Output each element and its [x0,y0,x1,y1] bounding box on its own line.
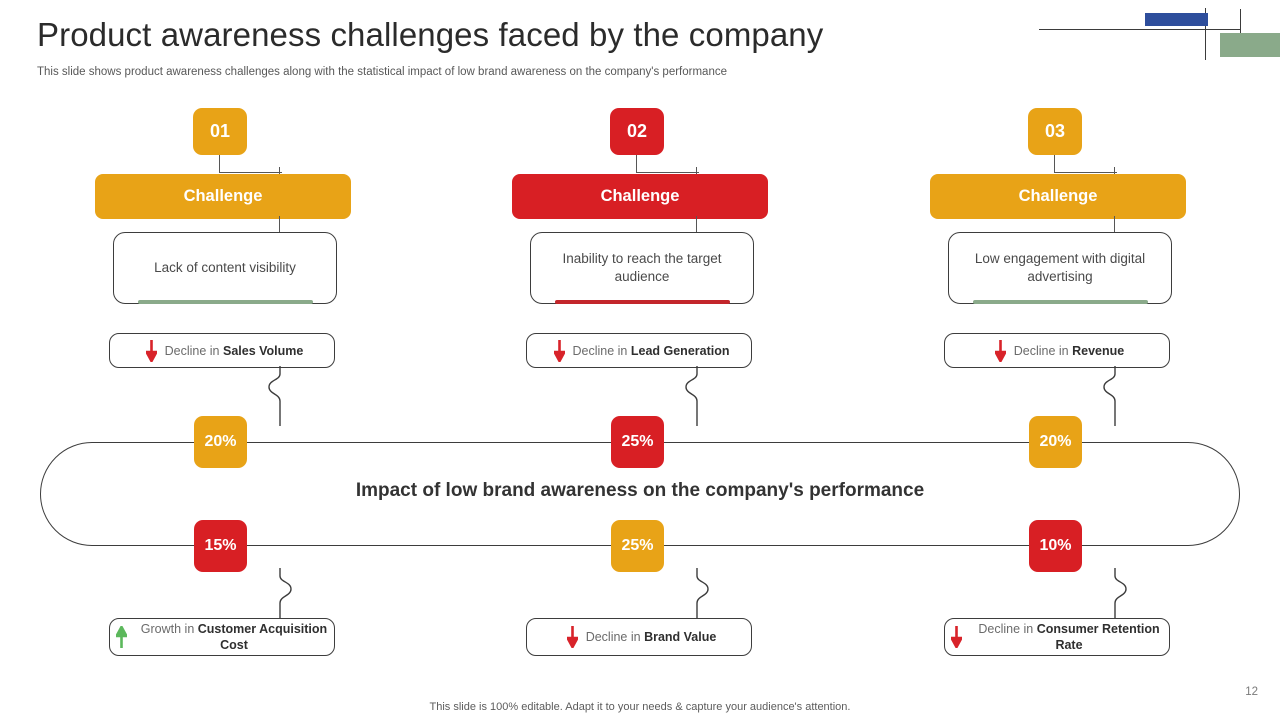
card-underline [555,300,730,304]
bottom-metric-prefix: Decline in [585,630,645,644]
connector-elbow [219,155,282,173]
bottom-metric-prefix: Growth in [140,622,198,636]
top-metric-prefix: Decline in [164,343,223,358]
challenge-bar: Challenge [512,174,768,219]
top-metric-bold: Lead Generation [630,343,730,358]
top-metric-bold: Revenue [1072,343,1125,358]
bottom-percent-badge: 25% [611,520,664,572]
challenge-bar-label: Challenge [1018,187,1098,205]
bottom-percent-label: 15% [204,537,237,554]
top-metric-pill: Decline in Lead Generation [526,333,752,368]
bottom-percent-label: 10% [1039,537,1072,554]
bottom-metric-pill: Decline in Consumer Retention Rate [944,618,1170,656]
decorative-green-block [1220,33,1280,57]
challenge-bar: Challenge [95,174,351,219]
challenge-description-text: Lack of content visibility [154,259,296,275]
number-badge-label: 03 [1044,121,1066,141]
bottom-metric-pill: Decline in Brand Value [526,618,752,656]
squiggle-connector-bottom [279,568,292,628]
top-metric-pill: Decline in Sales Volume [109,333,335,368]
decorative-vertical-line-left [1205,8,1206,60]
arrow-down-icon [566,626,580,648]
top-metric-bold: Sales Volume [223,343,304,358]
connector-stem [1114,167,1116,178]
top-metric-text: Decline in Revenue [1014,343,1124,359]
connector-bar-to-card [279,216,281,234]
page-subtitle: This slide shows product awareness chall… [37,66,727,78]
bottom-metric-pill: Growth in Customer Acquisition Cost [109,618,335,656]
challenge-description-card: Lack of content visibility [113,232,337,304]
top-percent-badge: 25% [611,416,664,468]
bottom-metric-prefix: Decline in [978,622,1037,636]
connector-stem [696,167,698,178]
arrow-down-icon [145,339,159,362]
squiggle-connector-top [685,366,698,426]
arrow-up-icon [114,626,128,648]
number-badge-label: 01 [209,121,231,141]
challenge-description-card: Low engagement with digital advertising [948,232,1172,304]
challenge-column-3: 03 Challenge Low engagement with digital… [878,0,1238,720]
bottom-metric-bold: Consumer Retention Rate [1036,622,1160,652]
top-metric-text: Decline in Lead Generation [572,343,729,359]
connector-elbow [1054,155,1117,173]
number-badge: 02 [610,108,664,155]
bottom-metric-text: Decline in Brand Value [586,629,717,645]
arrow-down-icon [949,626,963,648]
card-underline [138,300,313,304]
connector-bar-to-card [1114,216,1116,234]
impact-heading: Impact of low brand awareness on the com… [355,480,925,501]
decorative-vertical-line-right [1240,9,1241,38]
bottom-percent-badge: 15% [194,520,247,572]
squiggle-connector-top [268,366,281,426]
decorative-blue-block [1145,13,1208,26]
bottom-percent-label: 25% [621,537,654,554]
challenge-column-1: 01 Challenge Lack of content visibility … [43,0,403,720]
bottom-metric-text: Growth in Customer Acquisition Cost [134,621,334,653]
page-title: Product awareness challenges faced by th… [37,16,824,53]
challenge-bar-label: Challenge [183,187,263,205]
number-badge-label: 02 [626,121,648,141]
challenge-description-text: Inability to reach the target audience [562,250,722,284]
number-badge: 01 [193,108,247,155]
bottom-metric-bold: Customer Acquisition Cost [197,622,328,652]
squiggle-connector-bottom [696,568,709,628]
top-metric-prefix: Decline in [572,343,631,358]
top-percent-badge: 20% [1029,416,1082,468]
top-metric-pill: Decline in Revenue [944,333,1170,368]
footer-note: This slide is 100% editable. Adapt it to… [429,701,851,713]
challenge-bar-label: Challenge [600,187,680,205]
bottom-metric-bold: Brand Value [644,630,717,644]
top-percent-label: 25% [621,433,654,450]
connector-stem [279,167,281,178]
top-metric-prefix: Decline in [1013,343,1073,358]
challenge-description-card: Inability to reach the target audience [530,232,754,304]
page-number: 12 [1245,686,1258,698]
bottom-metric-text: Decline in Consumer Retention Rate [969,621,1169,653]
squiggle-connector-top [1103,366,1116,426]
challenge-description-text: Low engagement with digital advertising [974,250,1146,284]
top-percent-label: 20% [204,433,237,450]
arrow-down-icon [994,339,1008,362]
bottom-percent-badge: 10% [1029,520,1082,572]
challenge-column-2: 02 Challenge Inability to reach the targ… [460,0,820,720]
squiggle-connector-bottom [1114,568,1127,628]
connector-bar-to-card [696,216,698,234]
connector-elbow [636,155,699,173]
number-badge: 03 [1028,108,1082,155]
top-metric-text: Decline in Sales Volume [165,343,304,359]
top-percent-badge: 20% [194,416,247,468]
top-percent-label: 20% [1039,433,1072,450]
challenge-bar: Challenge [930,174,1186,219]
arrow-down-icon [552,339,566,362]
card-underline [973,300,1148,304]
decorative-horizontal-line [1039,29,1240,30]
